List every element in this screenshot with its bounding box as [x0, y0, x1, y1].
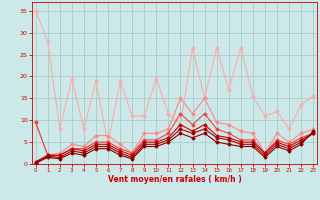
X-axis label: Vent moyen/en rafales ( km/h ): Vent moyen/en rafales ( km/h ) — [108, 175, 241, 184]
